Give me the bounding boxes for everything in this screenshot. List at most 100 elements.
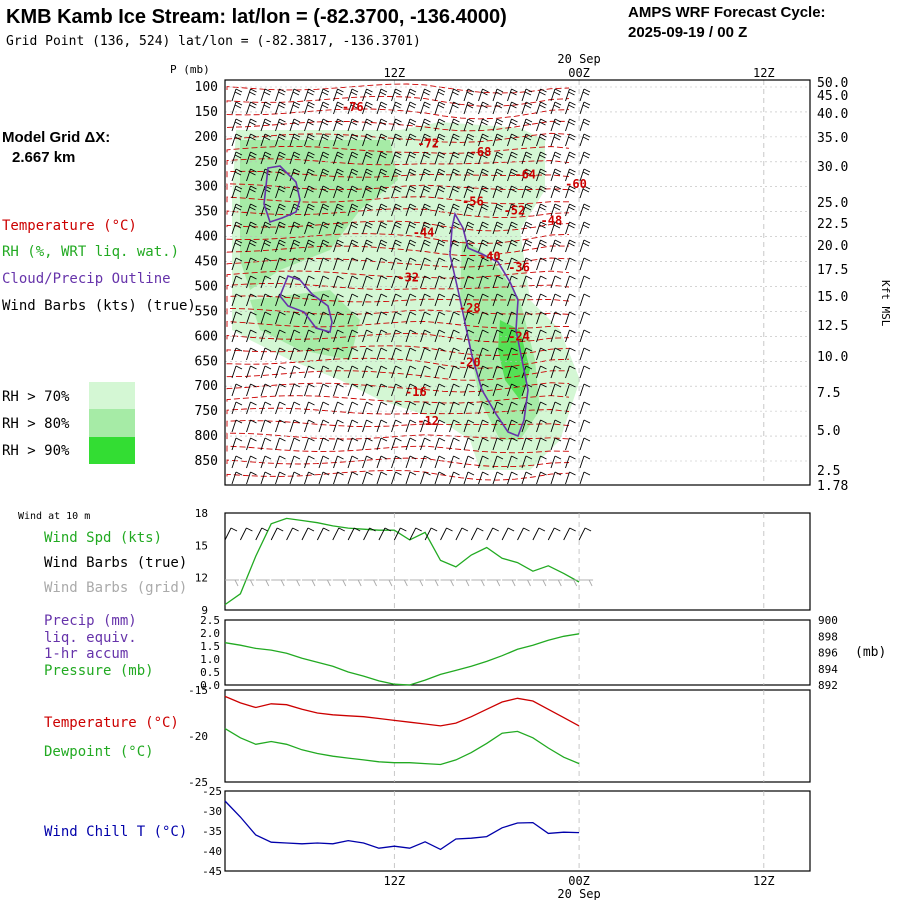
wind-barb [260, 365, 272, 379]
wind-barb [521, 455, 533, 469]
wind-barb [536, 118, 547, 132]
wind-barb [536, 471, 547, 485]
isotherm [226, 257, 570, 268]
legend-rh80: RH > 80% [2, 416, 70, 432]
wind-barb [275, 383, 286, 397]
wind-barb [376, 365, 388, 379]
wind-barb [246, 118, 257, 132]
wind-barb [333, 101, 344, 115]
isotherm [226, 395, 570, 404]
wind-barb [550, 88, 562, 102]
ytick-label: 892 [818, 679, 838, 692]
wind-barb [333, 88, 344, 102]
temperature-label: -76 [342, 100, 364, 114]
wind-barb-true [239, 527, 253, 541]
temperature-label: -44 [413, 226, 435, 240]
wind-barb [376, 151, 388, 165]
wind-barb [376, 101, 388, 115]
wind-barb [550, 151, 562, 165]
legend-swatch-rh80 [89, 409, 135, 437]
ytick-label: 0.0 [200, 679, 220, 692]
wind-barb [550, 185, 562, 199]
wind-barb [318, 455, 330, 469]
wind-barb [246, 293, 257, 307]
legend-temp-temperature: Temperature (°C) [44, 715, 179, 731]
isotherm [226, 370, 569, 381]
wind-barb [492, 383, 504, 397]
temperature-label: -36 [508, 261, 530, 275]
profile-panel: P (mb) Kft MSL 100 150 200 250 300 350 400 450 5… [170, 52, 892, 494]
wind-barb-grid [378, 579, 393, 587]
wind-barb [376, 401, 388, 415]
ytick-label: -25 [188, 776, 208, 789]
wind-barb [391, 471, 402, 485]
ytick-label: 894 [818, 663, 838, 676]
wind-barb [536, 329, 547, 343]
wind-barb [565, 437, 576, 451]
wind-barb [333, 365, 344, 379]
wind-barb [463, 383, 475, 397]
wind-barb [231, 311, 243, 325]
wind-barb [391, 437, 402, 451]
pressure-tick-label: 200 [195, 130, 218, 145]
wind-barb [362, 118, 373, 132]
wind-barb [449, 151, 460, 165]
isotherm [226, 432, 570, 440]
wind-barb [333, 347, 344, 361]
wind-barb [246, 455, 257, 469]
height-tick-label: 10.0 [817, 350, 848, 365]
height-tick-label: 30.0 [817, 160, 848, 175]
wind-barb [391, 329, 402, 343]
wind-barb [362, 347, 373, 361]
wind-barb [260, 239, 272, 253]
wind-barb [420, 88, 431, 102]
wind-barb [507, 133, 518, 147]
height-tick-label: 25.0 [817, 196, 848, 211]
wind-barb [405, 151, 417, 165]
wind-barb [275, 275, 286, 289]
wind-barb [318, 437, 330, 451]
wind-barb-true [409, 527, 422, 541]
wind-barb [536, 419, 547, 433]
pressure-tick-label: 700 [195, 379, 218, 394]
wind-barb [376, 118, 388, 132]
wind-barb [246, 275, 257, 289]
wind-barb [434, 118, 446, 132]
wind-barb [550, 257, 562, 271]
temperature-label: -52 [504, 204, 526, 218]
wind-barb [449, 101, 460, 115]
wind-barb [492, 185, 504, 199]
precip-frame [224, 619, 811, 686]
wind-barb [405, 347, 417, 361]
wind-barb [304, 118, 315, 132]
wind-barb [231, 293, 243, 307]
wind-barb [420, 383, 431, 397]
wind-barb [492, 275, 504, 289]
wind-barb [362, 101, 373, 115]
wind-barb [362, 133, 373, 147]
pressure-tick-label: 100 [195, 80, 218, 95]
wind-barb [376, 168, 388, 182]
wind-barb [463, 437, 475, 451]
temperature-label: -64 [514, 167, 536, 181]
wind-barb [246, 101, 257, 115]
wind-barb [289, 311, 301, 325]
wind-barb [275, 401, 286, 415]
wind-barb [304, 293, 315, 307]
precip-pressure-panel: 0.00.51.01.52.02.5 892 894 896 898 900 Preci… [44, 613, 886, 692]
wind-barb [333, 118, 344, 132]
wind-barb [550, 347, 562, 361]
wind-barb [449, 437, 460, 451]
wind-barb [405, 203, 417, 217]
isotherm [226, 208, 570, 219]
isotherm [226, 145, 570, 154]
wind-barb [362, 221, 373, 235]
isotherm [226, 445, 570, 454]
pressure-tick-label: 750 [195, 404, 218, 419]
wind-barb [420, 239, 431, 253]
wind-barb [579, 221, 591, 235]
wind-barb [246, 185, 257, 199]
time-tick-label-top: 12Z [383, 66, 405, 80]
wind-barb [289, 118, 301, 132]
